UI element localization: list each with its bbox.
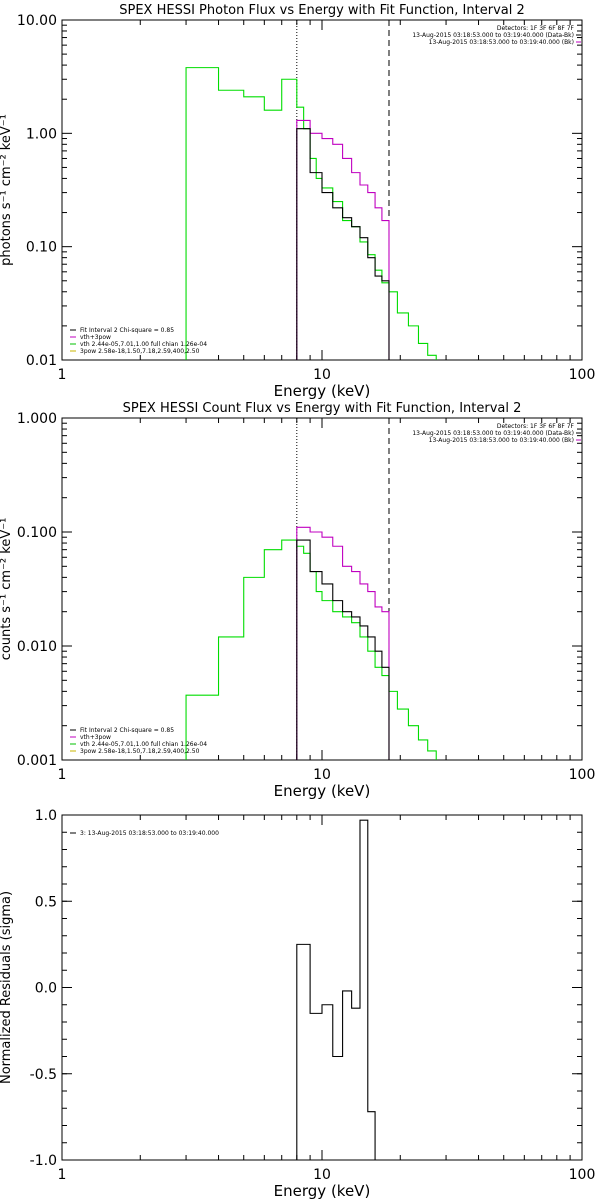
x-tick-label: 1 — [58, 367, 67, 383]
legend-entry: 3pow 2.58e-18,1.50,7.18,2.59,400,2.50 — [80, 748, 200, 755]
count-flux-panel: SPEX HESSI Count Flux vs Energy with Fit… — [0, 401, 595, 800]
y-axis-label: counts s⁻¹ cm⁻² keV⁻¹ — [0, 518, 14, 661]
y-axis-label: Normalized Residuals (sigma) — [0, 891, 14, 1084]
annotation-line: 13-Aug-2015 03:18:53.000 to 03:19:40.000… — [429, 437, 574, 444]
series-data-bk-line — [185, 539, 437, 760]
legend-entry: 3: 13-Aug-2015 03:18:53.000 to 03:19:40.… — [80, 830, 219, 837]
x-tick-label: 10 — [313, 1167, 331, 1183]
annotation-line: 13-Aug-2015 03:18:53.000 to 03:19:40.000… — [412, 430, 574, 437]
annotation-line: 13-Aug-2015 03:18:53.000 to 03:19:40.000… — [429, 39, 574, 46]
x-tick-label: 100 — [569, 367, 596, 383]
x-tick-label: 1 — [58, 767, 67, 783]
legend-entry: Fit Interval 2 Chi-square = 0.85 — [80, 727, 174, 734]
y-tick-label: 1.0 — [35, 808, 57, 824]
plot-area — [185, 418, 437, 760]
y-axis-label: photons s⁻¹ cm⁻² keV⁻¹ — [0, 114, 14, 266]
annotation-line: Detectors: 1F 3F 6F 8F 7F — [497, 423, 575, 430]
series-vth-3pow-line — [296, 119, 390, 360]
legend-entry: vth+3pow — [80, 334, 111, 341]
x-axis-label: Energy (keV) — [274, 1182, 371, 1200]
legend-entry: vth 2.44e-05,7.01,1.00 full chian 1.26e-… — [80, 741, 207, 748]
series-data-bk-line — [185, 67, 437, 360]
legend-entry: vth 2.44e-05,7.01,1.00 full chian 1.26e-… — [80, 341, 207, 348]
y-tick-label: 0.5 — [35, 894, 57, 910]
y-tick-label: 0.100 — [17, 525, 57, 541]
y-tick-label: 1.000 — [17, 411, 57, 427]
y-tick-label: 1.00 — [26, 126, 57, 142]
legend-entry: Fit Interval 2 Chi-square = 0.85 — [80, 327, 174, 334]
series-vth-line — [296, 128, 390, 360]
x-tick-label: 100 — [569, 767, 596, 783]
legend-entry: vth+3pow — [80, 734, 111, 741]
chart-title: SPEX HESSI Count Flux vs Energy with Fit… — [123, 401, 522, 416]
y-tick-label: 0.10 — [26, 240, 57, 256]
photon-flux-panel: SPEX HESSI Photon Flux vs Energy with Fi… — [0, 3, 595, 400]
x-tick-label: 10 — [313, 767, 331, 783]
y-tick-label: 10.00 — [17, 13, 57, 29]
plot-frame — [61, 417, 583, 761]
series-vth-line — [296, 539, 390, 760]
plot-frame — [61, 814, 583, 1161]
series-residuals-line — [296, 819, 389, 1160]
x-axis-label: Energy (keV) — [274, 382, 371, 400]
annotation-line: Detectors: 1F 3F 6F 8F 7F — [497, 25, 575, 32]
x-axis-label: Energy (keV) — [274, 782, 371, 800]
annotation-line: 13-Aug-2015 03:18:53.000 to 03:19:40.000… — [412, 32, 574, 39]
y-tick-label: 0.010 — [17, 639, 57, 655]
x-tick-label: 10 — [313, 367, 331, 383]
y-tick-label: 0.001 — [17, 753, 57, 769]
legend-entry: 3pow 2.58e-18,1.50,7.18,2.59,400,2.50 — [80, 348, 200, 355]
x-tick-label: 100 — [569, 1167, 596, 1183]
chart-title: SPEX HESSI Photon Flux vs Energy with Fi… — [119, 3, 525, 18]
y-tick-label: 0.0 — [35, 981, 57, 997]
residuals-panel: 1 10 100 -1.0 -0.5 0.0 0.5 1.0 Energy (keV) Norma… — [0, 808, 595, 1200]
plot-area — [296, 819, 389, 1160]
y-tick-label: -0.5 — [30, 1067, 57, 1083]
plot-area — [185, 20, 437, 360]
y-tick-label: -1.0 — [30, 1153, 57, 1169]
y-tick-label: 0.01 — [26, 353, 57, 369]
x-tick-label: 1 — [58, 1167, 67, 1183]
series-vth-3pow-line — [296, 526, 390, 760]
